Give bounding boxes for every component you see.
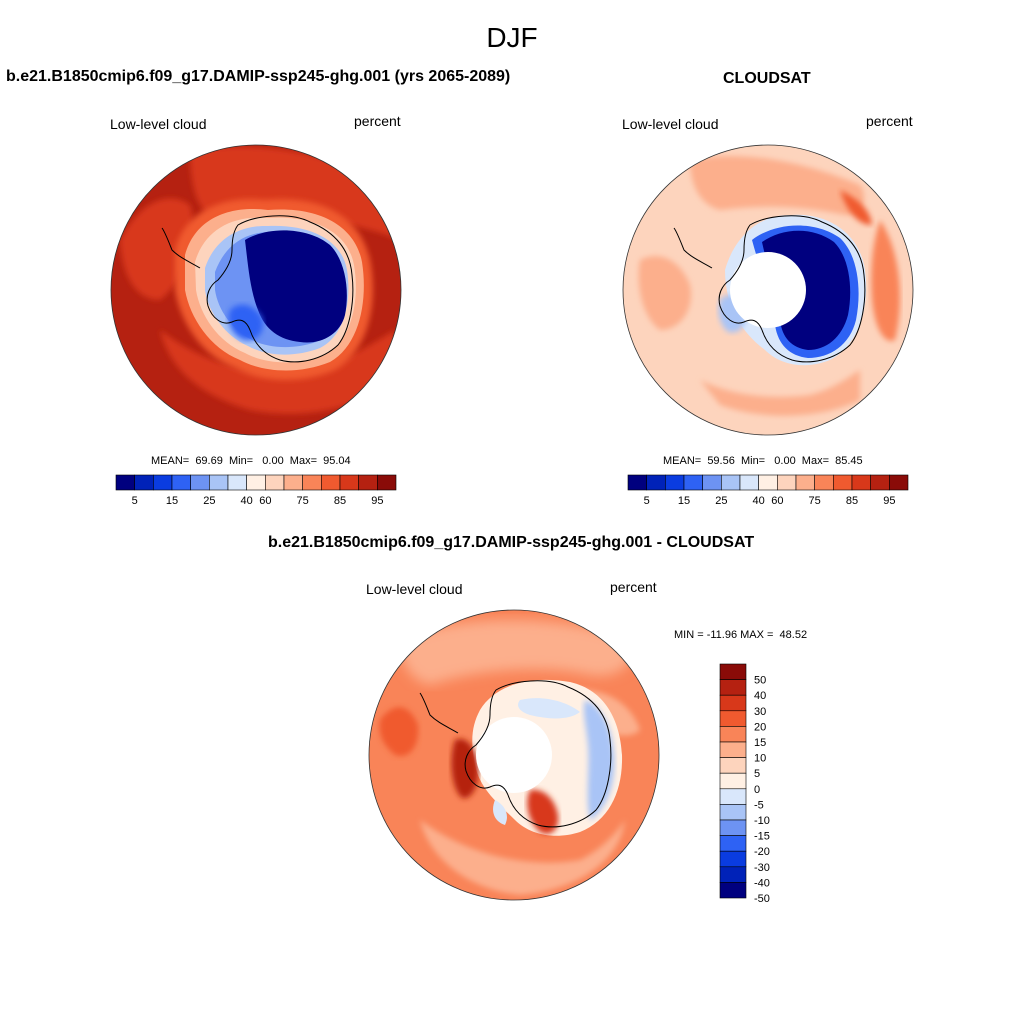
panel1-colorbar-swatch (265, 474, 285, 491)
panel3-colorbar-swatch (719, 819, 747, 836)
panel3-colorbar-tick-label: 50 (754, 675, 766, 687)
panel3-colorbar-swatch (719, 679, 747, 696)
panel2-colorbar-swatch (777, 474, 797, 491)
panel1-colorbar-tick-label: 5 (132, 495, 138, 507)
panel1-colorbar: 5 15 25 40 60 75 85 95 (115, 474, 397, 507)
panel1-colorbar-tick-label: 85 (334, 495, 346, 507)
panel3-colorbar-swatch (719, 726, 747, 743)
panel2-colorbar-swatch (739, 474, 759, 491)
panel3-colorbar-swatch (719, 710, 747, 727)
panel2-colorbar-swatch (702, 474, 722, 491)
panel3-colorbar-swatch (719, 866, 747, 883)
panel3-stats: MIN = -11.96 MAX = 48.52 (674, 629, 808, 641)
panel1-colorbar-swatch (321, 474, 341, 491)
panel3-colorbar-swatch (719, 835, 747, 852)
panel1-colorbar-tick-label: 25 (203, 495, 215, 507)
panel3-colorbar-tick-label: 5 (754, 768, 760, 780)
panel3-colorbar-tick-label: -40 (754, 877, 770, 889)
panel3-colorbar-tick-label: 10 (754, 753, 766, 765)
panel3-colorbar-tick-label: 0 (754, 784, 760, 796)
panel1-map (110, 144, 402, 436)
panel2-colorbar: 5 15 25 40 60 75 85 95 (627, 474, 909, 507)
panel1-colorbar-tick-label: 95 (371, 495, 383, 507)
panel1-units-label: percent (354, 113, 401, 129)
panel3-colorbar-tick-label: -10 (754, 815, 770, 827)
panel3-colorbar-swatch (719, 663, 747, 680)
panel2-colorbar-tick-label: 40 (753, 495, 765, 507)
panel2-colorbar-swatch (870, 474, 890, 491)
figure-title: DJF (486, 22, 538, 53)
panel2-colorbar-tick-label: 95 (883, 495, 895, 507)
panel2-colorbar-swatch (646, 474, 666, 491)
panel1-colorbar-swatch (246, 474, 266, 491)
panel1-colorbar-swatch (377, 474, 397, 491)
panel2-units-label: percent (866, 113, 913, 129)
panel1-colorbar-swatch (153, 474, 173, 491)
panel1-colorbar-swatch (339, 474, 359, 491)
panel2-map (622, 144, 914, 436)
panel2-stats: MEAN= 59.56 Min= 0.00 Max= 85.45 (663, 455, 863, 467)
panel3-variable-label: Low-level cloud (366, 581, 463, 597)
panel1-title: b.e21.B1850cmip6.f09_g17.DAMIP-ssp245-gh… (6, 68, 511, 85)
panel1-colorbar-tick-label: 15 (166, 495, 178, 507)
panel2-colorbar-swatch (721, 474, 741, 491)
panel3-units-label: percent (610, 579, 657, 595)
panel2-colorbar-swatch (683, 474, 703, 491)
panel1-colorbar-swatch (283, 474, 303, 491)
panel1-colorbar-swatch (358, 474, 378, 491)
panel3-title: b.e21.B1850cmip6.f09_g17.DAMIP-ssp245-gh… (268, 534, 755, 551)
panel3-colorbar-swatch (719, 757, 747, 774)
panel2-colorbar-swatch (665, 474, 685, 491)
panel3-colorbar-swatch (719, 741, 747, 758)
panel2-colorbar-swatch (795, 474, 815, 491)
panel2-colorbar-tick-label: 5 (644, 495, 650, 507)
panel2-colorbar-swatch (814, 474, 834, 491)
panel3-colorbar-swatch (719, 772, 747, 790)
panel1-colorbar-swatch (171, 474, 191, 491)
panel2-colorbar-swatch (758, 474, 778, 491)
panel2-colorbar-tick-label: 25 (715, 495, 727, 507)
panel3-colorbar-tick-label: -50 (754, 893, 770, 905)
panel3-colorbar-swatch (719, 804, 747, 821)
panel2-colorbar-tick-label: 85 (846, 495, 858, 507)
panel2-colorbar-swatch (833, 474, 853, 491)
panel3-colorbar-tick-label: -20 (754, 846, 770, 858)
panel3-colorbar-tick-label: 40 (754, 690, 766, 702)
panel1-colorbar-tick-label: 40 (241, 495, 253, 507)
panel1-colorbar-swatch (209, 474, 229, 491)
panel1-colorbar-swatch (190, 474, 210, 491)
panel1-colorbar-tick-label: 75 (297, 495, 309, 507)
panel3-colorbar-swatch (719, 882, 747, 899)
panel3-map (368, 609, 660, 901)
panel3-colorbar-tick-label: 20 (754, 721, 766, 733)
panel1-variable-label: Low-level cloud (110, 116, 207, 132)
panel1-colorbar-swatch (227, 474, 247, 491)
panel3-colorbar-tick-label: -5 (754, 799, 764, 811)
panel2-colorbar-tick-label: 15 (678, 495, 690, 507)
panel2-colorbar-tick-label: 75 (809, 495, 821, 507)
panel3-colorbar-tick-label: -15 (754, 831, 770, 843)
panel2-title: CLOUDSAT (723, 70, 811, 87)
panel2-colorbar-tick-label: 60 (771, 495, 783, 507)
panel2-colorbar-swatch (851, 474, 871, 491)
panel1-colorbar-swatch (302, 474, 322, 491)
panel1-colorbar-swatch (115, 474, 135, 491)
panel3-colorbar-tick-label: -30 (754, 862, 770, 874)
panel2-colorbar-swatch (889, 474, 909, 491)
panel2-colorbar-swatch (627, 474, 647, 491)
panel2-variable-label: Low-level cloud (622, 116, 719, 132)
panel3-colorbar-tick-label: 30 (754, 706, 766, 718)
panel1-stats: MEAN= 69.69 Min= 0.00 Max= 95.04 (151, 455, 351, 467)
panel1-colorbar-tick-label: 60 (259, 495, 271, 507)
panel1-colorbar-swatch (134, 474, 154, 491)
panel3-colorbar-swatch (719, 694, 747, 712)
panel3-colorbar-swatch (719, 788, 747, 805)
panel3-colorbar-tick-label: 15 (754, 737, 766, 749)
panel3-colorbar-swatch (719, 850, 747, 868)
